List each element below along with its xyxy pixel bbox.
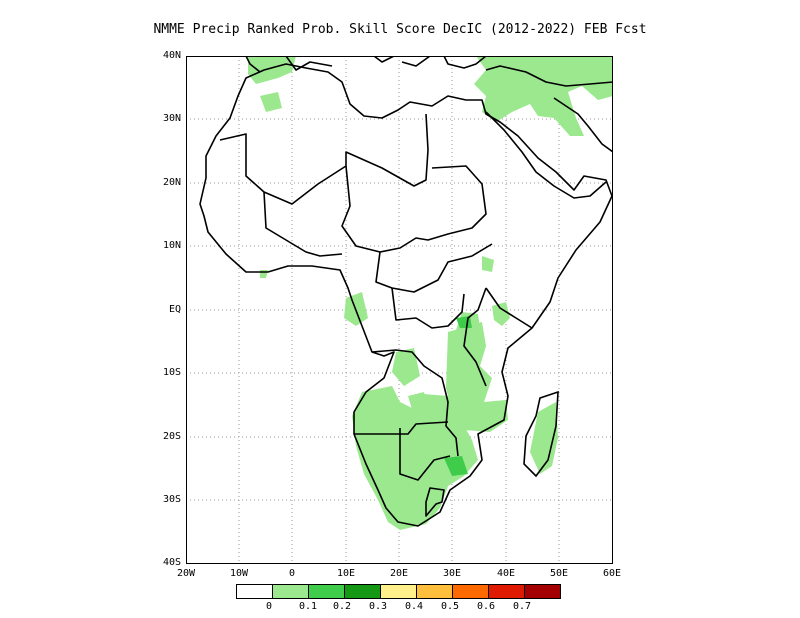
legend-swatch: [380, 584, 417, 599]
skill-shading: [248, 56, 613, 530]
legend-swatch: [524, 584, 561, 599]
lon-label: 20E: [389, 568, 409, 579]
map-panel: [186, 56, 613, 564]
legend-swatch: [452, 584, 489, 599]
lon-label: 40E: [496, 568, 516, 579]
legend-value: 0.4: [405, 601, 424, 612]
lon-label: 20W: [176, 568, 196, 579]
legend-swatch: [416, 584, 453, 599]
lat-label: 30S: [162, 494, 181, 505]
legend-swatch: [344, 584, 381, 599]
legend-swatch: [272, 584, 309, 599]
legend-swatch: [488, 584, 525, 599]
grid-lines: [186, 56, 613, 564]
lat-label: 20S: [162, 431, 181, 442]
lat-label: 10N: [162, 240, 181, 251]
legend-swatch: [308, 584, 345, 599]
lon-label: 60E: [602, 568, 622, 579]
lat-label: EQ: [168, 304, 181, 315]
coastlines: [199, 56, 613, 527]
lon-label: 50E: [549, 568, 569, 579]
lat-label: 20N: [162, 177, 181, 188]
lat-label: 40S: [162, 557, 181, 568]
legend-value: 0.5: [441, 601, 460, 612]
legend-value: 0.6: [477, 601, 496, 612]
lat-label: 40N: [162, 50, 181, 61]
lat-label: 10S: [162, 367, 181, 378]
color-legend: [236, 584, 561, 599]
legend-value: 0.1: [299, 601, 318, 612]
legend-swatch: [236, 584, 273, 599]
chart-title: NMME Precip Ranked Prob. Skill Score Dec…: [153, 22, 647, 37]
lon-label: 10E: [336, 568, 356, 579]
lon-label: 0: [288, 568, 296, 579]
lon-label: 30E: [442, 568, 462, 579]
lat-label: 30N: [162, 113, 181, 124]
madagascar-outline: [523, 390, 559, 478]
legend-value: 0.2: [333, 601, 352, 612]
map-frame: [186, 56, 613, 564]
legend-value: 0.3: [369, 601, 388, 612]
lon-label: 10W: [229, 568, 249, 579]
legend-value: 0.7: [513, 601, 532, 612]
legend-value: 0: [266, 601, 273, 612]
